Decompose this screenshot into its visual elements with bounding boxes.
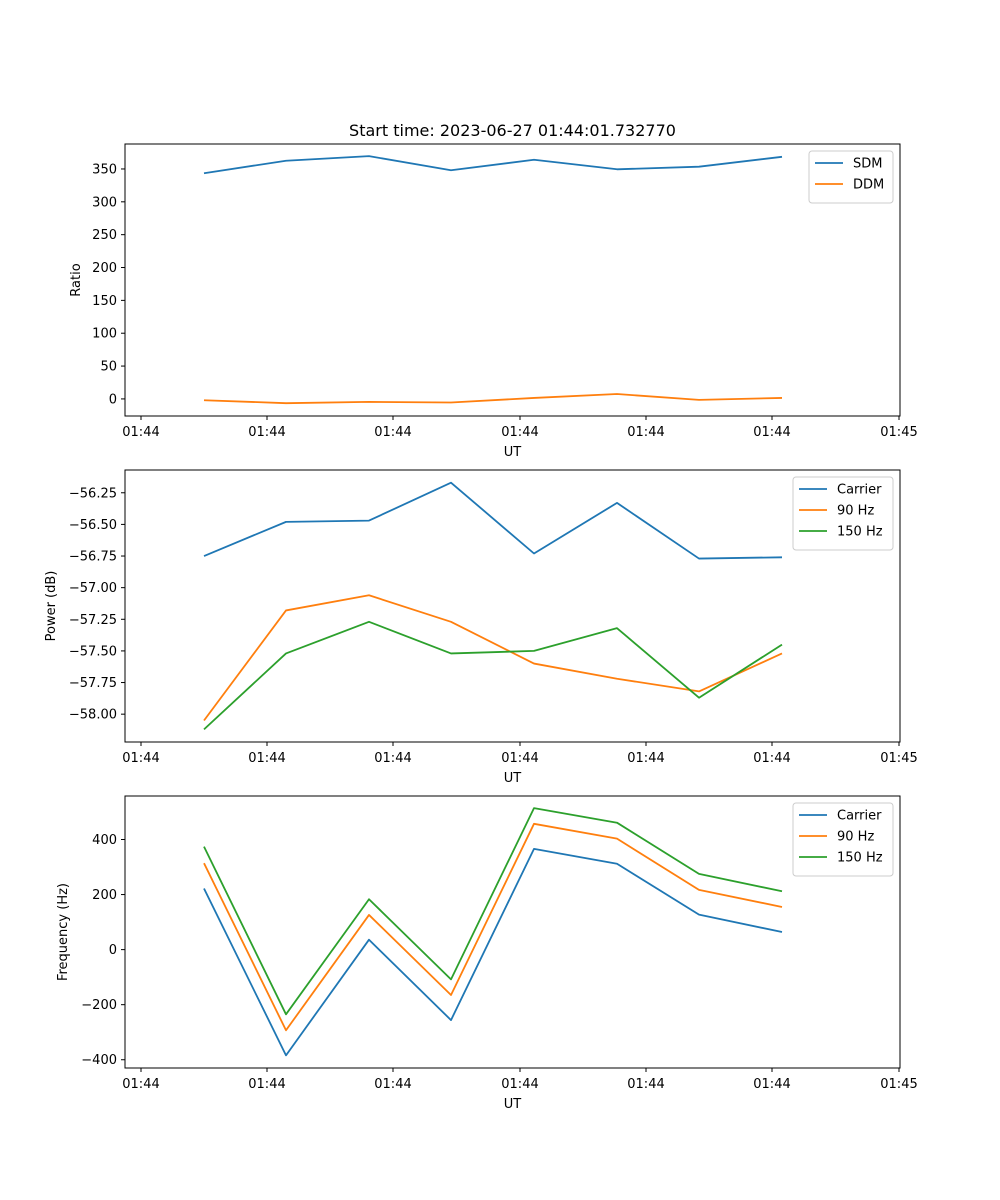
legend: Carrier 90 Hz 150 Hz (792, 476, 894, 551)
y-tick-label: 0 (109, 392, 117, 407)
x-tick-label: 01:44 (627, 425, 664, 440)
series-line-90-hz (203, 822, 783, 1032)
series-line-sdm (203, 155, 783, 175)
y-tick-label: 150 (92, 294, 117, 309)
legend-label: 90 Hz (837, 504, 874, 519)
x-axis-label: UT (504, 1097, 522, 1112)
legend: SDM DDM (808, 150, 894, 204)
x-tick-label: 01:44 (122, 425, 159, 440)
x-tick-label: 01:44 (753, 751, 790, 766)
x-tick-label: 01:44 (122, 1077, 159, 1092)
x-tick-label: 01:44 (248, 1077, 285, 1092)
y-tick-label: −200 (81, 998, 117, 1013)
x-axis-label: UT (504, 445, 522, 460)
series-line-150-hz (203, 807, 783, 1016)
x-tick-label: 01:44 (753, 1077, 790, 1092)
legend-label: DDM (853, 178, 884, 193)
y-tick-label: 100 (92, 327, 117, 342)
y-axis-label: Frequency (Hz) (56, 883, 71, 981)
y-tick-label: 200 (92, 261, 117, 276)
series-line-carrier (203, 481, 783, 560)
y-tick-label: −400 (81, 1053, 117, 1068)
plot-frame (124, 469, 901, 743)
y-tick-label: 300 (92, 195, 117, 210)
x-tick-label: 01:44 (753, 425, 790, 440)
chart-panel-2: 01:44 01:44 01:44 01:44 01:44 01:44 01:45 −58.0… (44, 469, 918, 786)
x-tick-label: 01:44 (501, 425, 538, 440)
x-tick-label: 01:44 (374, 751, 411, 766)
y-tick-label: −57.00 (69, 581, 117, 596)
y-tick-label: 50 (100, 360, 117, 375)
y-tick-label: 250 (92, 228, 117, 243)
legend: Carrier 90 Hz 150 Hz (792, 802, 894, 877)
series-line-ddm (203, 393, 783, 405)
y-tick-label: −57.25 (69, 613, 117, 628)
x-tick-label: 01:45 (880, 425, 917, 440)
y-tick-label: −56.75 (69, 550, 117, 565)
chart-panel-3: 01:44 01:44 01:44 01:44 01:44 01:44 01:45 −400 −… (56, 795, 918, 1112)
legend-label: SDM (853, 157, 882, 172)
legend-label: Carrier (837, 483, 882, 498)
y-tick-label: 0 (109, 943, 117, 958)
x-tick-label: 01:44 (501, 751, 538, 766)
series-line-150-hz (203, 620, 783, 731)
y-tick-label: −56.25 (69, 486, 117, 501)
x-tick-label: 01:44 (248, 751, 285, 766)
y-tick-label: 350 (92, 162, 117, 177)
series-line-90-hz (203, 594, 783, 722)
x-axis-label: UT (504, 771, 522, 786)
x-tick-label: 01:45 (880, 751, 917, 766)
legend-label: Carrier (837, 809, 882, 824)
y-tick-label: −57.75 (69, 676, 117, 691)
legend-box (808, 150, 894, 204)
chart-panel-1: Start time: 2023-06-27 01:44:01.73277001… (69, 121, 918, 460)
series-line-carrier (203, 847, 783, 1057)
plot-frame (124, 143, 901, 417)
y-tick-label: 200 (92, 888, 117, 903)
legend-label: 150 Hz (837, 525, 883, 540)
y-axis-label: Power (dB) (44, 571, 59, 642)
y-tick-label: −56.50 (69, 518, 117, 533)
x-tick-label: 01:44 (627, 1077, 664, 1092)
x-tick-label: 01:44 (501, 1077, 538, 1092)
y-tick-label: −58.00 (69, 708, 117, 723)
x-tick-label: 01:44 (627, 751, 664, 766)
legend-label: 150 Hz (837, 851, 883, 866)
x-tick-label: 01:45 (880, 1077, 917, 1092)
y-axis-label: Ratio (69, 263, 84, 296)
plot-frame (124, 795, 901, 1069)
x-tick-label: 01:44 (374, 425, 411, 440)
legend-label: 90 Hz (837, 830, 874, 845)
y-tick-label: −57.50 (69, 644, 117, 659)
x-tick-label: 01:44 (374, 1077, 411, 1092)
x-tick-label: 01:44 (248, 425, 285, 440)
chart-title: Start time: 2023-06-27 01:44:01.732770 (349, 121, 676, 140)
y-tick-label: 400 (92, 833, 117, 848)
x-tick-label: 01:44 (122, 751, 159, 766)
